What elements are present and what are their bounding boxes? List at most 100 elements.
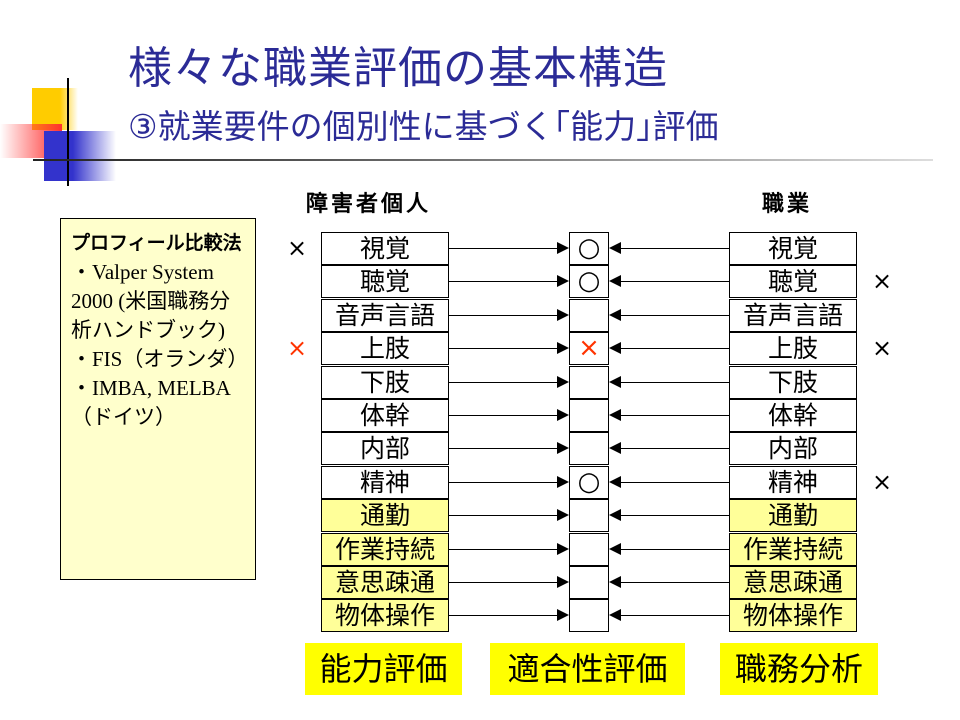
job-item: 物体操作 [729, 599, 857, 632]
decoration-blue-square [44, 131, 116, 181]
decoration-vertical-line [67, 78, 69, 186]
arrow-head-right [557, 242, 569, 254]
job-item: 内部 [729, 432, 857, 465]
individual-item: 意思疎通 [321, 566, 449, 599]
page-subtitle: ③就業要件の個別性に基づく｢能力｣評価 [128, 107, 719, 146]
arrow-head-right [557, 576, 569, 588]
arrow-head-left [609, 242, 621, 254]
arrow-line-left [621, 382, 729, 383]
arrow-line-right [449, 448, 557, 449]
individual-item: 精神 [321, 466, 449, 499]
arrow-head-right [557, 376, 569, 388]
arrow-head-left [609, 342, 621, 354]
arrow-head-right [557, 543, 569, 555]
right-mark: × [871, 267, 893, 295]
job-item: 作業持続 [729, 533, 857, 566]
decoration-yellow-square [32, 88, 78, 130]
individual-item: 内部 [321, 432, 449, 465]
arrow-line-left [621, 415, 729, 416]
right-mark: × [871, 468, 893, 496]
arrow-line-right [449, 382, 557, 383]
arrow-line-right [449, 281, 557, 282]
arrow-head-right [557, 509, 569, 521]
arrow-head-left [609, 275, 621, 287]
arrow-line-left [621, 348, 729, 349]
arrow-head-right [557, 476, 569, 488]
arrow-head-left [609, 409, 621, 421]
result-cell [569, 299, 609, 332]
left-mark: × [286, 234, 308, 262]
arrow-line-left [621, 281, 729, 282]
arrow-head-right [557, 309, 569, 321]
header-occupation: 職業 [762, 192, 813, 217]
note-item: ・FIS（オランダ） [71, 347, 249, 371]
arrow-line-left [621, 582, 729, 583]
individual-item: 下肢 [321, 366, 449, 399]
job-item: 上肢 [729, 332, 857, 365]
result-cell [569, 499, 609, 532]
arrow-head-left [609, 309, 621, 321]
job-item: 視覚 [729, 232, 857, 265]
individual-item: 視覚 [321, 232, 449, 265]
arrow-line-right [449, 248, 557, 249]
arrow-head-left [609, 609, 621, 621]
job-item: 体幹 [729, 399, 857, 432]
arrow-line-right [449, 515, 557, 516]
arrow-line-left [621, 315, 729, 316]
arrow-head-left [609, 476, 621, 488]
arrow-head-left [609, 509, 621, 521]
result-cell [569, 432, 609, 465]
arrow-head-right [557, 409, 569, 421]
arrow-line-right [449, 415, 557, 416]
job-item: 意思疎通 [729, 566, 857, 599]
result-cell: ○ [569, 232, 609, 265]
arrow-line-right [449, 549, 557, 550]
note-heading: プロフィール比較法 [71, 232, 242, 254]
individual-item: 作業持続 [321, 533, 449, 566]
arrow-head-left [609, 376, 621, 388]
arrow-line-right [449, 348, 557, 349]
arrow-line-left [621, 515, 729, 516]
arrow-line-right [449, 315, 557, 316]
arrow-line-right [449, 482, 557, 483]
profile-comparison-note: プロフィール比較法 ・Valper System 2000 (米国職務分析ハンド… [60, 218, 256, 580]
job-item: 下肢 [729, 366, 857, 399]
arrow-line-left [621, 248, 729, 249]
arrow-line-left [621, 482, 729, 483]
arrow-head-left [609, 576, 621, 588]
title-underline [33, 159, 933, 161]
result-cell [569, 533, 609, 566]
arrow-line-left [621, 549, 729, 550]
result-cell: × [569, 332, 609, 365]
individual-item: 物体操作 [321, 599, 449, 632]
page-title: 様々な職業評価の基本構造 [128, 43, 668, 94]
result-cell: ○ [569, 466, 609, 499]
job-item: 音声言語 [729, 299, 857, 332]
individual-item: 音声言語 [321, 299, 449, 332]
individual-item: 上肢 [321, 332, 449, 365]
result-cell [569, 599, 609, 632]
label-job-analysis: 職務分析 [720, 643, 878, 695]
job-item: 聴覚 [729, 265, 857, 298]
arrow-head-left [609, 442, 621, 454]
note-item: ・Valper System 2000 (米国職務分析ハンドブック) [71, 260, 231, 342]
arrow-head-left [609, 543, 621, 555]
arrow-head-right [557, 442, 569, 454]
result-cell: ○ [569, 265, 609, 298]
arrow-line-left [621, 615, 729, 616]
arrow-head-right [557, 609, 569, 621]
header-individual: 障害者個人 [306, 192, 432, 217]
arrow-line-right [449, 582, 557, 583]
job-item: 精神 [729, 466, 857, 499]
individual-item: 聴覚 [321, 265, 449, 298]
arrow-head-right [557, 342, 569, 354]
result-cell [569, 566, 609, 599]
label-ability-evaluation: 能力評価 [305, 643, 462, 695]
right-mark: × [871, 334, 893, 362]
individual-item: 通勤 [321, 499, 449, 532]
arrow-line-right [449, 615, 557, 616]
job-item: 通勤 [729, 499, 857, 532]
note-item: ・IMBA, MELBA（ドイツ） [71, 376, 231, 429]
left-mark: × [286, 334, 308, 362]
